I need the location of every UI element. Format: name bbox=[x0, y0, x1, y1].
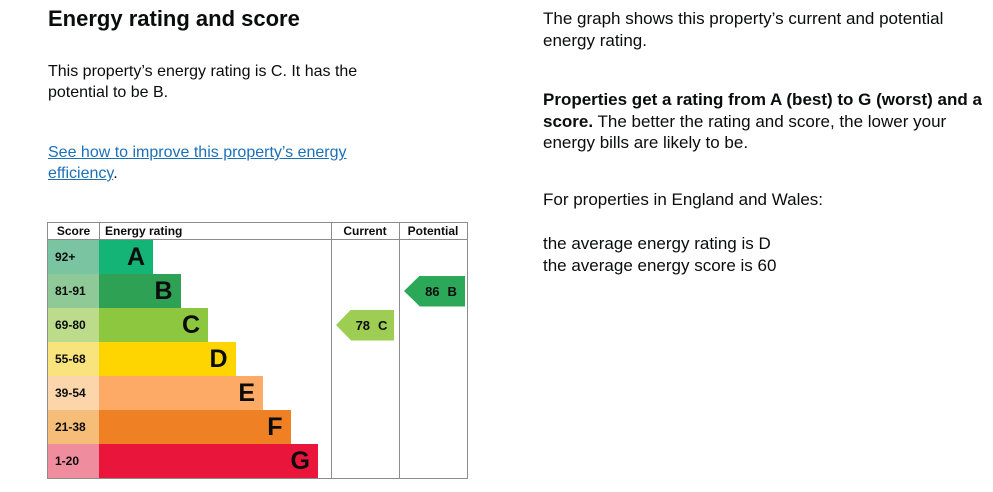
score-column-divider bbox=[99, 223, 100, 239]
col-header-energy-rating: Energy rating bbox=[105, 224, 183, 238]
average-rating-line: the average energy rating is D bbox=[543, 234, 771, 253]
epc-score-range-d: 55-68 bbox=[48, 342, 99, 376]
epc-band-bar-c: C bbox=[99, 308, 208, 342]
epc-band-row: 92+ A bbox=[48, 240, 467, 274]
epc-band-bar-f: F bbox=[99, 410, 291, 444]
epc-score-range-e: 39-54 bbox=[48, 376, 99, 410]
col-header-current: Current bbox=[343, 224, 387, 238]
epc-score-range-b: 81-91 bbox=[48, 274, 99, 308]
epc-chart-header: Score Energy rating Current Potential bbox=[48, 223, 467, 240]
col-header-score: Score bbox=[56, 224, 91, 238]
epc-band-rows: 92+ A 81-91 B 69-80 C 55-68 D 39-54 E 21-38 F 1-20 G bbox=[48, 240, 467, 478]
potential-score: 86 bbox=[425, 283, 440, 299]
epc-score-range-f: 21-38 bbox=[48, 410, 99, 444]
rating-explanation-rest: The better the rating and score, the low… bbox=[543, 111, 947, 153]
epc-band-bar-g: G bbox=[99, 444, 318, 478]
intro-text: This property’s energy rating is C. It h… bbox=[48, 63, 358, 101]
potential-band: B bbox=[447, 283, 457, 299]
epc-band-bar-e: E bbox=[99, 376, 263, 410]
epc-band-row: 55-68 D bbox=[48, 342, 467, 376]
graph-description: The graph shows this property’s current … bbox=[543, 9, 944, 50]
epc-score-range-a: 92+ bbox=[48, 240, 99, 274]
page-title: Energy rating and score bbox=[48, 6, 300, 31]
averages-block: the average energy rating is D the avera… bbox=[543, 233, 993, 276]
link-period: . bbox=[113, 165, 118, 182]
epc-score-range-g: 1-20 bbox=[48, 444, 99, 478]
epc-band-row: 81-91 B bbox=[48, 274, 467, 308]
improve-efficiency-link[interactable]: See how to improve this property’s energ… bbox=[48, 144, 347, 182]
epc-band-row: 21-38 F bbox=[48, 410, 467, 444]
epc-band-row: 1-20 G bbox=[48, 444, 467, 478]
potential-column-divider bbox=[399, 223, 400, 478]
current-score: 78 bbox=[355, 317, 371, 333]
epc-chart: Score Energy rating Current Potential 92… bbox=[47, 222, 468, 479]
improve-link-paragraph: See how to improve this property’s energ… bbox=[48, 142, 420, 184]
epc-band-bar-d: D bbox=[99, 342, 236, 376]
epc-band-row: 39-54 E bbox=[48, 376, 467, 410]
current-column-divider bbox=[331, 223, 332, 478]
col-header-potential: Potential bbox=[407, 224, 459, 238]
england-wales-label: For properties in England and Wales: bbox=[543, 190, 824, 209]
average-score-line: the average energy score is 60 bbox=[543, 255, 777, 275]
epc-band-bar-b: B bbox=[99, 274, 181, 308]
rating-explanation-bold: Properties get a rating from A (best) to… bbox=[543, 90, 982, 131]
epc-score-range-c: 69-80 bbox=[48, 308, 99, 342]
epc-band-bar-a: A bbox=[99, 240, 153, 274]
rating-explanation: Properties get a rating from A (best) to… bbox=[543, 89, 993, 154]
epc-band-row: 69-80 C bbox=[48, 308, 467, 342]
current-band: C bbox=[378, 317, 388, 333]
